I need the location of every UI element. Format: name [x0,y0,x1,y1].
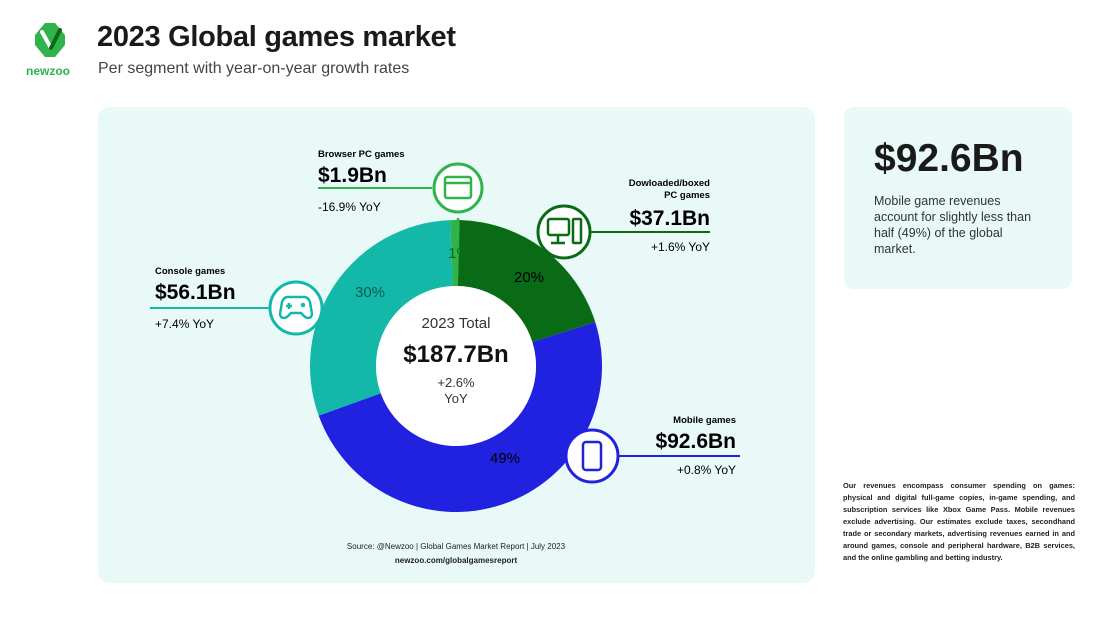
segment-yoy-mobile: +0.8% YoY [677,463,736,477]
highlight-card [844,107,1072,289]
segment-name-browser: Browser PC games [318,149,405,160]
desktop-computer-icon [546,217,583,245]
segment-yoy-browser: -16.9% YoY [318,200,381,214]
segment-value-mobile: $92.6Bn [655,430,736,453]
callout-mobile: Mobile games $92.6Bn +0.8% YoY [564,415,740,484]
slice-pct-console: 30% [355,284,385,301]
segment-yoy-console: +7.4% YoY [155,317,214,331]
slice-pct-downloaded: 20% [514,269,544,286]
center-label: 2023 Total [422,315,491,332]
segment-name-console: Console games [155,266,225,277]
segment-name-mobile: Mobile games [673,415,736,426]
highlight-value: $92.6Bn [874,137,1024,180]
slice-pct-browser: 1% [448,245,470,262]
browser-icon-circle [432,162,484,214]
logo-mark-icon [35,23,65,57]
methodology-footnote: Our revenues encompass consumer spending… [843,481,1075,562]
donut-slice-console [310,220,453,416]
center-value: $187.7Bn [403,341,508,368]
phone-icon-circle [564,428,620,484]
center-growth-unit: YoY [444,391,468,406]
page-title: 2023 Global games market [97,21,456,53]
segment-value-browser: $1.9Bn [318,164,387,187]
segment-name-downloaded-line1: Dowloaded/boxed [629,178,710,189]
segment-name-downloaded-line2: PC games [664,190,710,201]
segment-value-console: $56.1Bn [155,281,236,304]
callout-downloaded: Dowloaded/boxed PC games $37.1Bn +1.6% Y… [536,178,710,260]
gamepad-icon [278,295,314,320]
newzoo-logo: newzoo [22,18,84,80]
segment-yoy-downloaded: +1.6% YoY [651,240,710,254]
source-text: Source: @Newzoo | Global Games Market Re… [346,542,566,551]
gamepad-icon-circle [268,280,324,336]
center-growth: +2.6% [437,375,475,390]
donut-slice-mobile [318,322,602,512]
smartphone-icon [581,440,603,472]
source-link[interactable]: newzoo.com/globalgamesreport [394,556,518,565]
segment-value-downloaded: $37.1Bn [629,207,710,230]
logo-wordmark: newzoo [26,64,70,78]
highlight-text: Mobile game revenues account for slightl… [874,194,1032,256]
donut-hole [376,286,536,446]
callout-console: Console games $56.1Bn +7.4% YoY [150,266,335,336]
page-subtitle: Per segment with year-on-year growth rat… [98,60,410,77]
donut-slice-downloaded [457,220,596,342]
donut-slices [310,220,602,512]
slice-pct-mobile: 49% [490,450,520,467]
browser-window-icon [443,175,473,200]
callout-browser: Browser PC games $1.9Bn -16.9% YoY [318,149,484,255]
